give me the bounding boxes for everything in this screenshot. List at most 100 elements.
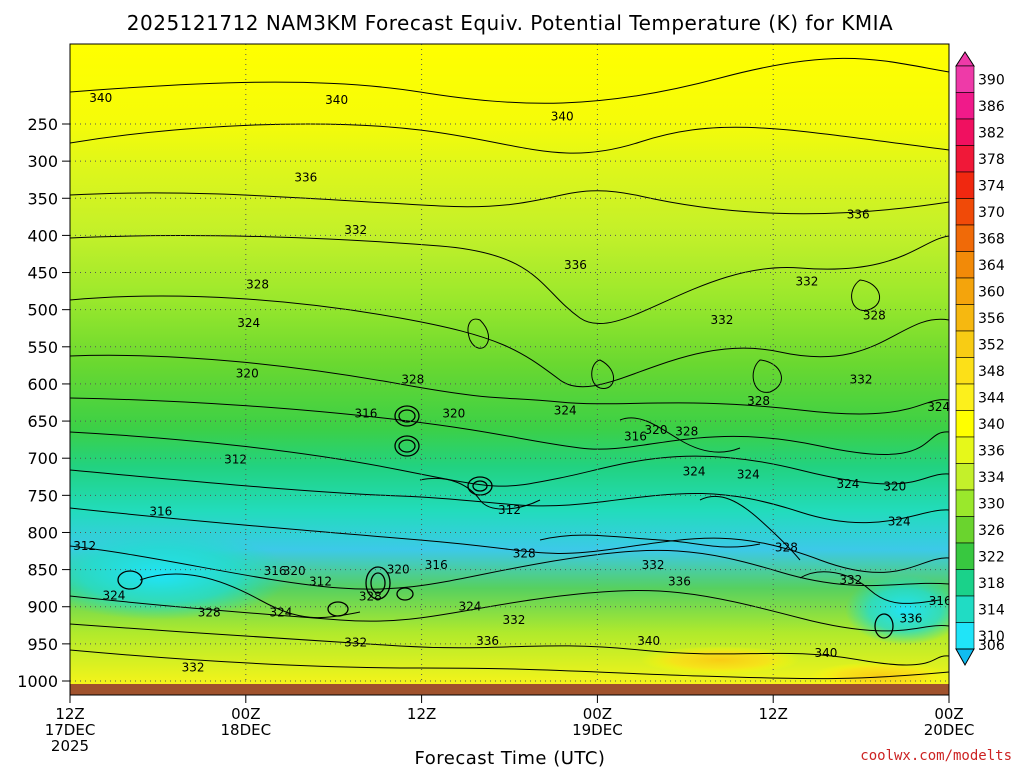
contour-line <box>70 545 949 590</box>
colorbar-label: 378 <box>978 152 1005 168</box>
cold-pool-left <box>70 530 290 620</box>
contour-label: 324 <box>737 468 760 482</box>
y-tick-label: 1000 <box>17 672 58 691</box>
x-tick-label: 00Z <box>583 705 612 723</box>
chart-title: 2025121712 NAM3KM Forecast Equiv. Potent… <box>127 11 893 35</box>
contour-label: 316 <box>425 558 448 572</box>
colorbar-segment <box>955 516 975 544</box>
contour-label: 332 <box>344 635 367 649</box>
colorbar-label: 318 <box>978 576 1005 592</box>
colorbar-label: 340 <box>978 417 1005 433</box>
colorbar-label: 374 <box>978 178 1005 194</box>
contour-label: 324 <box>237 316 260 330</box>
contour-label: 328 <box>198 606 221 620</box>
contour-label: 336 <box>847 208 870 222</box>
colorbar-segment <box>955 357 975 385</box>
contour-label: 336 <box>668 574 691 588</box>
contour-label: 324 <box>554 404 577 418</box>
y-tick-label: 950 <box>27 635 58 654</box>
contour-label: 340 <box>325 93 348 107</box>
y-tick-label: 900 <box>27 598 58 617</box>
contour-label: 316 <box>929 594 952 608</box>
contour-label: 316 <box>264 564 287 578</box>
x-tick-label: 2025 <box>51 737 89 755</box>
y-axis: 250 300 350 400 450 500 550 600 650 700 750 800 850 9… <box>17 115 70 691</box>
contour-line <box>591 359 614 389</box>
contour-label: 340 <box>814 646 837 660</box>
contour-label: 336 <box>476 634 499 648</box>
contour-label: 332 <box>642 558 665 572</box>
contour-cluster <box>874 613 894 639</box>
contour-line <box>70 235 949 324</box>
contour-label: 316 <box>624 430 647 444</box>
y-tick-label: 750 <box>27 486 58 505</box>
colorbar-segment <box>955 436 975 464</box>
x-tick-label: 12Z <box>407 705 436 723</box>
contour-cluster <box>472 480 488 492</box>
colorbar-label: 360 <box>978 284 1005 300</box>
contour-label: 324 <box>927 400 950 414</box>
colorbar-segment <box>955 595 975 623</box>
contour-label: 340 <box>551 110 574 124</box>
y-tick-label: 550 <box>27 338 58 357</box>
contour-lines <box>70 57 949 680</box>
contour-label: 320 <box>387 563 410 577</box>
warm-pool-mid <box>640 646 800 674</box>
contour-label: 328 <box>775 540 798 554</box>
colorbar-label: 336 <box>978 443 1005 459</box>
colorbar-label: 330 <box>978 496 1005 512</box>
colorbar-segment <box>955 118 975 146</box>
contour-label: 340 <box>89 91 112 105</box>
colorbar-segment <box>955 92 975 120</box>
y-tick-label: 450 <box>27 264 58 283</box>
contour-line <box>70 431 949 487</box>
colorbar-segment <box>955 489 975 517</box>
y-tick-label: 350 <box>27 189 58 208</box>
y-tick-label: 500 <box>27 301 58 320</box>
contour-line <box>70 469 949 524</box>
x-tick-label: 00Z <box>231 705 260 723</box>
ground-strip <box>70 684 949 695</box>
contour-cluster <box>327 601 349 617</box>
colorbar-segment <box>955 224 975 252</box>
colorbar-label: 352 <box>978 337 1005 353</box>
contour-label: 316 <box>354 407 377 421</box>
colorbar-segment <box>955 569 975 597</box>
colorbar-label: 386 <box>978 99 1005 115</box>
colorbar-label: 368 <box>978 231 1005 247</box>
contour-line <box>70 123 949 154</box>
contour-label: 332 <box>182 661 205 675</box>
x-tick-label: 12Z <box>759 705 788 723</box>
contour-label: 312 <box>224 453 247 467</box>
contour-line <box>539 534 761 548</box>
colorbar-segment <box>955 145 975 173</box>
colorbar-segment <box>955 304 975 332</box>
y-tick-label: 700 <box>27 449 58 468</box>
contour-label: 320 <box>236 367 259 381</box>
contour-line <box>752 359 782 393</box>
contour-label: 332 <box>839 573 862 587</box>
x-tick-label: 19DEC <box>572 721 623 739</box>
contour-label: 324 <box>270 606 293 620</box>
colorbar-segment <box>955 542 975 570</box>
x-tick-label: 18DEC <box>221 721 272 739</box>
contour-label: 324 <box>836 477 859 491</box>
x-tick-label: 20DEC <box>924 721 975 739</box>
colorbar-arrow-bottom <box>955 648 975 667</box>
contour-cluster <box>398 409 416 423</box>
contour-label: 312 <box>73 539 96 553</box>
contour-label: 312 <box>498 503 521 517</box>
contour-label: 336 <box>294 170 317 184</box>
contour-line <box>70 397 949 455</box>
colorbar-label: 364 <box>978 258 1005 274</box>
x-axis-label: Forecast Time (UTC) <box>415 748 606 768</box>
contour-cluster <box>394 405 420 427</box>
x-tick-label: 17DEC <box>45 721 96 739</box>
colorbar-segment <box>955 171 975 199</box>
colorbar-segment <box>955 383 975 411</box>
contour-cluster <box>398 439 416 453</box>
